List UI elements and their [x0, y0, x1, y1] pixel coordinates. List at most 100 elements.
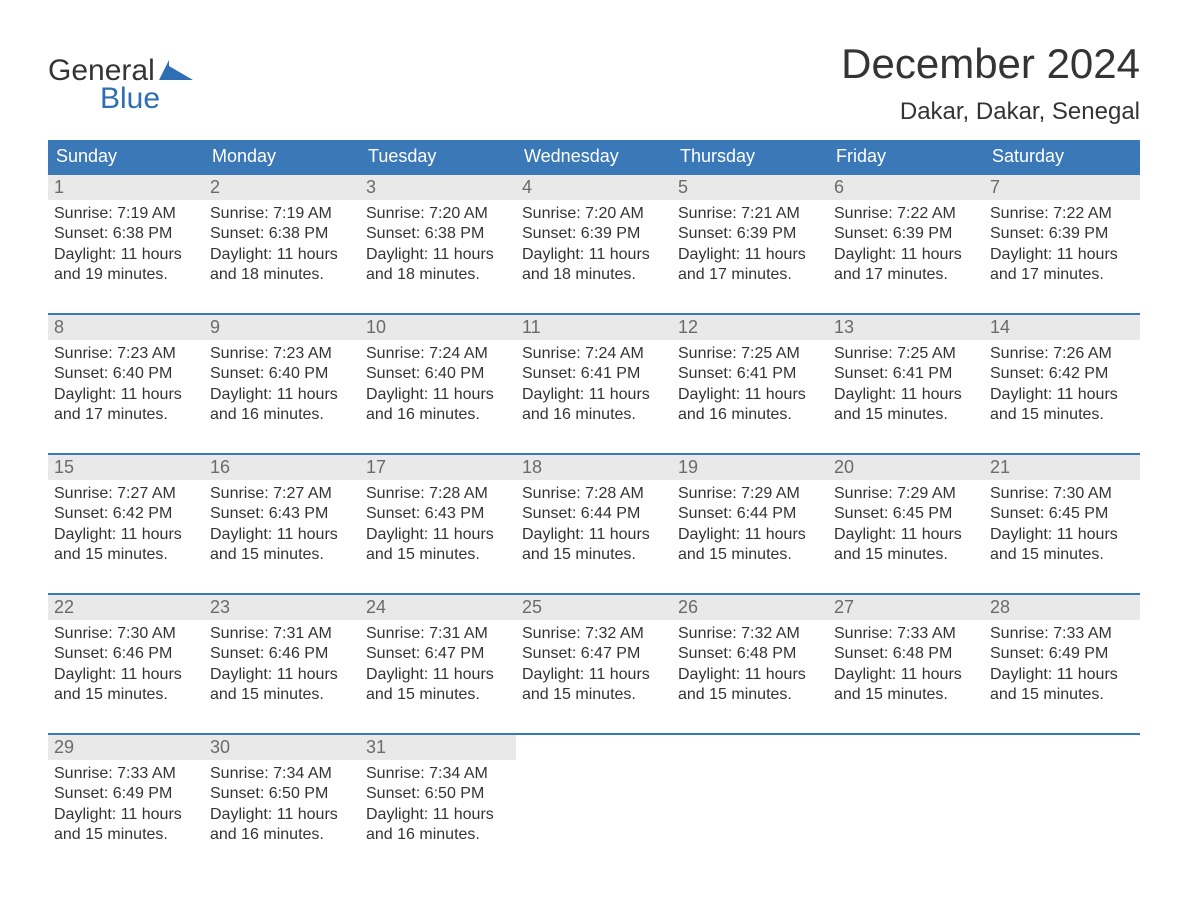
day-details: Sunrise: 7:30 AMSunset: 6:45 PMDaylight:… — [984, 480, 1140, 566]
sunrise-line: Sunrise: 7:19 AM — [210, 204, 354, 224]
calendar-day: 9Sunrise: 7:23 AMSunset: 6:40 PMDaylight… — [204, 315, 360, 443]
day-details: Sunrise: 7:29 AMSunset: 6:45 PMDaylight:… — [828, 480, 984, 566]
day-details: Sunrise: 7:34 AMSunset: 6:50 PMDaylight:… — [204, 760, 360, 846]
day-details: Sunrise: 7:19 AMSunset: 6:38 PMDaylight:… — [204, 200, 360, 286]
daylight-line: Daylight: 11 hours and 18 minutes. — [522, 245, 666, 286]
sunset-line: Sunset: 6:38 PM — [54, 224, 198, 244]
daylight-line: Daylight: 11 hours and 16 minutes. — [366, 805, 510, 846]
calendar-day: 4Sunrise: 7:20 AMSunset: 6:39 PMDaylight… — [516, 175, 672, 303]
logo-flag-icon — [159, 56, 193, 86]
calendar-day: 3Sunrise: 7:20 AMSunset: 6:38 PMDaylight… — [360, 175, 516, 303]
sunset-line: Sunset: 6:43 PM — [366, 504, 510, 524]
sunrise-line: Sunrise: 7:20 AM — [522, 204, 666, 224]
title-block: December 2024 Dakar, Dakar, Senegal — [841, 40, 1140, 126]
day-details: Sunrise: 7:23 AMSunset: 6:40 PMDaylight:… — [48, 340, 204, 426]
sunset-line: Sunset: 6:38 PM — [210, 224, 354, 244]
day-details: Sunrise: 7:33 AMSunset: 6:49 PMDaylight:… — [984, 620, 1140, 706]
calendar-day: 26Sunrise: 7:32 AMSunset: 6:48 PMDayligh… — [672, 595, 828, 723]
day-details: Sunrise: 7:34 AMSunset: 6:50 PMDaylight:… — [360, 760, 516, 846]
day-details: Sunrise: 7:28 AMSunset: 6:43 PMDaylight:… — [360, 480, 516, 566]
day-number: 19 — [672, 455, 828, 480]
calendar-day: 30Sunrise: 7:34 AMSunset: 6:50 PMDayligh… — [204, 735, 360, 863]
calendar-day — [984, 735, 1140, 863]
day-number: 20 — [828, 455, 984, 480]
sunset-line: Sunset: 6:50 PM — [366, 784, 510, 804]
daylight-line: Daylight: 11 hours and 15 minutes. — [678, 525, 822, 566]
calendar-day — [828, 735, 984, 863]
daylight-line: Daylight: 11 hours and 15 minutes. — [834, 665, 978, 706]
calendar-week: 8Sunrise: 7:23 AMSunset: 6:40 PMDaylight… — [48, 313, 1140, 443]
weeks-container: 1Sunrise: 7:19 AMSunset: 6:38 PMDaylight… — [48, 173, 1140, 863]
daylight-line: Daylight: 11 hours and 17 minutes. — [54, 385, 198, 426]
day-number: 13 — [828, 315, 984, 340]
daylight-line: Daylight: 11 hours and 17 minutes. — [990, 245, 1134, 286]
sunset-line: Sunset: 6:49 PM — [54, 784, 198, 804]
sunrise-line: Sunrise: 7:33 AM — [54, 764, 198, 784]
sunset-line: Sunset: 6:46 PM — [54, 644, 198, 664]
calendar-day: 21Sunrise: 7:30 AMSunset: 6:45 PMDayligh… — [984, 455, 1140, 583]
calendar-day: 18Sunrise: 7:28 AMSunset: 6:44 PMDayligh… — [516, 455, 672, 583]
sunrise-line: Sunrise: 7:28 AM — [522, 484, 666, 504]
calendar: SundayMondayTuesdayWednesdayThursdayFrid… — [48, 140, 1140, 863]
sunset-line: Sunset: 6:44 PM — [678, 504, 822, 524]
day-details: Sunrise: 7:27 AMSunset: 6:42 PMDaylight:… — [48, 480, 204, 566]
day-details: Sunrise: 7:19 AMSunset: 6:38 PMDaylight:… — [48, 200, 204, 286]
sunset-line: Sunset: 6:43 PM — [210, 504, 354, 524]
sunrise-line: Sunrise: 7:19 AM — [54, 204, 198, 224]
weekday-header: Monday — [204, 140, 360, 173]
daylight-line: Daylight: 11 hours and 15 minutes. — [54, 805, 198, 846]
sunrise-line: Sunrise: 7:33 AM — [990, 624, 1134, 644]
sunrise-line: Sunrise: 7:29 AM — [834, 484, 978, 504]
daylight-line: Daylight: 11 hours and 15 minutes. — [366, 525, 510, 566]
day-details: Sunrise: 7:33 AMSunset: 6:48 PMDaylight:… — [828, 620, 984, 706]
daylight-line: Daylight: 11 hours and 16 minutes. — [678, 385, 822, 426]
calendar-week: 1Sunrise: 7:19 AMSunset: 6:38 PMDaylight… — [48, 173, 1140, 303]
calendar-day: 17Sunrise: 7:28 AMSunset: 6:43 PMDayligh… — [360, 455, 516, 583]
calendar-day: 10Sunrise: 7:24 AMSunset: 6:40 PMDayligh… — [360, 315, 516, 443]
daylight-line: Daylight: 11 hours and 15 minutes. — [678, 665, 822, 706]
calendar-day: 7 Sunrise: 7:22 AMSunset: 6:39 PMDaylight… — [984, 175, 1140, 303]
daylight-line: Daylight: 11 hours and 15 minutes. — [834, 385, 978, 426]
calendar-day: 8Sunrise: 7:23 AMSunset: 6:40 PMDaylight… — [48, 315, 204, 443]
sunset-line: Sunset: 6:47 PM — [522, 644, 666, 664]
sunrise-line: Sunrise: 7:28 AM — [366, 484, 510, 504]
calendar-day: 27Sunrise: 7:33 AMSunset: 6:48 PMDayligh… — [828, 595, 984, 723]
sunset-line: Sunset: 6:48 PM — [834, 644, 978, 664]
sunrise-line: Sunrise: 7:22 AM — [834, 204, 978, 224]
sunrise-line: Sunrise: 7:26 AM — [990, 344, 1134, 364]
calendar-day — [672, 735, 828, 863]
sunrise-line: Sunrise: 7:21 AM — [678, 204, 822, 224]
day-number: 2 — [204, 175, 360, 200]
daylight-line: Daylight: 11 hours and 15 minutes. — [522, 525, 666, 566]
calendar-day: 22Sunrise: 7:30 AMSunset: 6:46 PMDayligh… — [48, 595, 204, 723]
sunrise-line: Sunrise: 7:32 AM — [522, 624, 666, 644]
daylight-line: Daylight: 11 hours and 16 minutes. — [522, 385, 666, 426]
logo-text-bottom: Blue — [48, 84, 193, 114]
day-number: 25 — [516, 595, 672, 620]
calendar-day: 12Sunrise: 7:25 AMSunset: 6:41 PMDayligh… — [672, 315, 828, 443]
sunset-line: Sunset: 6:40 PM — [210, 364, 354, 384]
daylight-line: Daylight: 11 hours and 16 minutes. — [210, 385, 354, 426]
day-number: 18 — [516, 455, 672, 480]
calendar-day: 2Sunrise: 7:19 AMSunset: 6:38 PMDaylight… — [204, 175, 360, 303]
location-text: Dakar, Dakar, Senegal — [841, 98, 1140, 126]
sunset-line: Sunset: 6:39 PM — [990, 224, 1134, 244]
daylight-line: Daylight: 11 hours and 15 minutes. — [210, 525, 354, 566]
sunset-line: Sunset: 6:39 PM — [522, 224, 666, 244]
daylight-line: Daylight: 11 hours and 17 minutes. — [678, 245, 822, 286]
calendar-day: 31Sunrise: 7:34 AMSunset: 6:50 PMDayligh… — [360, 735, 516, 863]
day-number: 7 — [984, 175, 1140, 200]
sunrise-line: Sunrise: 7:27 AM — [210, 484, 354, 504]
day-number — [828, 735, 984, 739]
day-details: Sunrise: 7:29 AMSunset: 6:44 PMDaylight:… — [672, 480, 828, 566]
sunrise-line: Sunrise: 7:22 AM — [990, 204, 1134, 224]
day-details: Sunrise: 7:24 AMSunset: 6:41 PMDaylight:… — [516, 340, 672, 426]
day-number: 8 — [48, 315, 204, 340]
daylight-line: Daylight: 11 hours and 15 minutes. — [990, 525, 1134, 566]
sunset-line: Sunset: 6:48 PM — [678, 644, 822, 664]
weekday-header: Tuesday — [360, 140, 516, 173]
daylight-line: Daylight: 11 hours and 19 minutes. — [54, 245, 198, 286]
daylight-line: Daylight: 11 hours and 15 minutes. — [522, 665, 666, 706]
sunrise-line: Sunrise: 7:20 AM — [366, 204, 510, 224]
calendar-day: 19Sunrise: 7:29 AMSunset: 6:44 PMDayligh… — [672, 455, 828, 583]
